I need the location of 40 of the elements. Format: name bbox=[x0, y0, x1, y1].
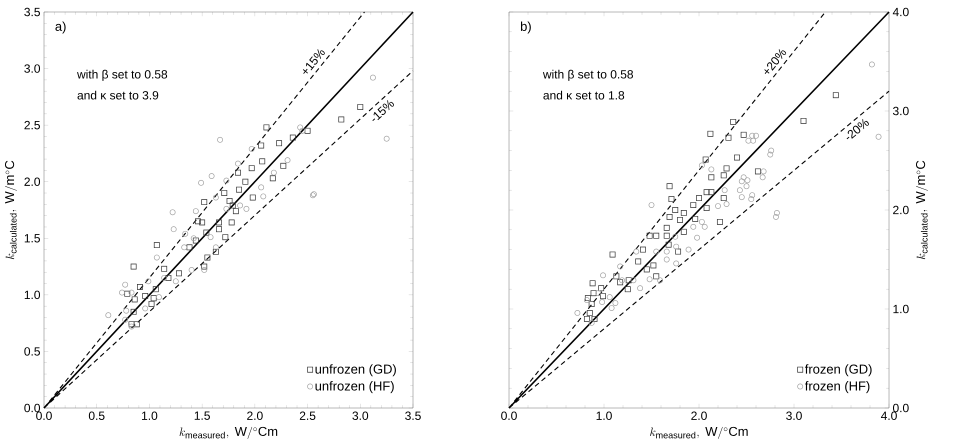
x-tick-label: 3.5 bbox=[405, 412, 421, 420]
y-axis-title: $k_{\mathrm{calculated}}\mathrm{,\ W/m^{\circ}C}$ bbox=[4, 160, 18, 260]
annotation: and κ set to 3.9 bbox=[78, 90, 158, 100]
y-tick-label: 0.0 bbox=[892, 404, 909, 412]
legend-label: frozen (HF) bbox=[804, 381, 870, 394]
y-tick-label: 2.0 bbox=[893, 206, 909, 214]
y-tick-label: 0.5 bbox=[24, 347, 40, 356]
x-tick-label: 0.0 bbox=[36, 412, 52, 420]
y-tick-label: 3.0 bbox=[24, 64, 40, 73]
x-tick-label: 2.5 bbox=[300, 412, 316, 420]
x-tick-label: 3.0 bbox=[786, 412, 802, 420]
y-tick-label: 1.5 bbox=[24, 234, 40, 242]
annotation: with β set to 0.58 bbox=[542, 70, 633, 81]
y-tick-label: 2.5 bbox=[24, 120, 40, 130]
y-tick-label: 3.0 bbox=[892, 106, 909, 116]
annotation: and κ set to 1.8 bbox=[543, 90, 624, 100]
x-tick-label: 1.0 bbox=[596, 412, 612, 420]
annotation: a) bbox=[55, 21, 66, 34]
y-tick-label: 2.0 bbox=[24, 177, 40, 186]
x-tick-label: 1.5 bbox=[194, 412, 210, 420]
y-tick-label: 4.0 bbox=[892, 8, 909, 16]
x-tick-label: 2.0 bbox=[691, 412, 707, 420]
x-tick-label: 1.0 bbox=[142, 412, 158, 420]
legend-label: unfrozen (HF) bbox=[316, 381, 394, 394]
annotation: b) bbox=[520, 21, 531, 34]
x-tick-label: 4.0 bbox=[880, 412, 897, 420]
x-axis-title: $k_{\mathrm{measured}}\mathrm{,\ W/^{\circ}Cm}$ bbox=[650, 426, 748, 439]
x-tick-label: 0.5 bbox=[88, 412, 105, 420]
legend-label: unfrozen (GD) bbox=[316, 364, 396, 376]
x-tick-label: 3.0 bbox=[352, 412, 368, 420]
annotation: with β set to 0.58 bbox=[77, 70, 168, 81]
y-tick-label: 0.0 bbox=[24, 404, 40, 412]
x-tick-label: 2.0 bbox=[247, 412, 263, 420]
x-axis-title: $k_{\mathrm{measured}}\mathrm{,\ W/^{\circ}Cm}$ bbox=[180, 426, 278, 439]
x-tick-label: 0.0 bbox=[501, 412, 517, 420]
y-tick-label: 1.0 bbox=[24, 290, 40, 300]
y-tick-label: 1.0 bbox=[893, 304, 909, 314]
legend-label: frozen (GD) bbox=[804, 364, 872, 376]
y-axis-title: $k_{\mathrm{calculated}}\mathrm{,\ W/m^{\circ}C}$ bbox=[916, 160, 928, 260]
y-tick-label: 3.5 bbox=[24, 8, 40, 16]
